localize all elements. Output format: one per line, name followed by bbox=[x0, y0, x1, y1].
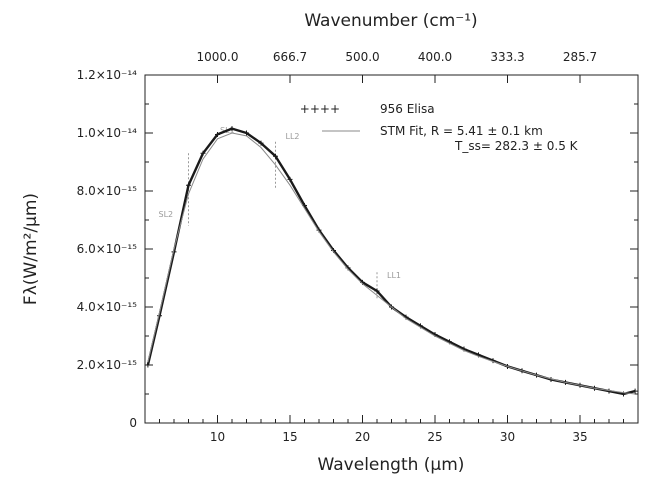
legend: ++++ 956 Elisa STM Fit, R = 5.41 ± 0.1 k… bbox=[300, 102, 579, 153]
y-tick-label: 6.0×10⁻¹⁵ bbox=[77, 242, 138, 256]
y-tick-label: 1.2×10⁻¹⁴ bbox=[77, 68, 138, 82]
y-tick-label: 0 bbox=[129, 416, 137, 430]
y-tick-label: 4.0×10⁻¹⁵ bbox=[77, 300, 138, 314]
data-point bbox=[186, 182, 191, 188]
legend-symbol-data: ++++ bbox=[300, 102, 340, 116]
top-tick-label: 666.7 bbox=[273, 50, 307, 64]
top-tick-label: 400.0 bbox=[418, 50, 452, 64]
data-point bbox=[200, 150, 206, 156]
top-axis-title: Wavenumber (cm⁻¹) bbox=[304, 11, 477, 31]
data-point bbox=[258, 140, 264, 146]
data-point bbox=[215, 131, 220, 137]
data-series bbox=[145, 126, 638, 397]
y-axis-title: Fλ(W/m²/μm) bbox=[21, 193, 41, 305]
top-tick-label: 500.0 bbox=[345, 50, 379, 64]
x-tick-label: 20 bbox=[355, 430, 370, 444]
axis-ticks: 10 15 20 25 30 35 1000.0 666.7 500.0 400.0 333.3 28… bbox=[77, 50, 638, 444]
series-fit-line bbox=[147, 132, 636, 395]
data-point bbox=[273, 153, 278, 159]
order-label: SL2 bbox=[159, 210, 174, 219]
order-label: LL2 bbox=[286, 132, 300, 141]
order-label: LL1 bbox=[387, 271, 401, 280]
x-tick-label: 30 bbox=[500, 430, 515, 444]
data-point bbox=[145, 362, 151, 368]
y-tick-label: 1.0×10⁻¹⁴ bbox=[77, 126, 138, 140]
legend-temperature-note: T_ss= 282.3 ± 0.5 K bbox=[454, 139, 579, 153]
top-tick-label: 333.3 bbox=[490, 50, 524, 64]
x-tick-label: 35 bbox=[572, 430, 587, 444]
x-tick-label: 10 bbox=[210, 430, 225, 444]
top-tick-label: 1000.0 bbox=[197, 50, 239, 64]
legend-label-data: 956 Elisa bbox=[380, 102, 435, 116]
data-point bbox=[287, 176, 293, 182]
x-axis-title: Wavelength (μm) bbox=[318, 455, 465, 475]
y-tick-label: 2.0×10⁻¹⁵ bbox=[77, 358, 138, 372]
x-tick-label: 15 bbox=[282, 430, 297, 444]
data-point bbox=[374, 288, 380, 294]
data-point bbox=[244, 130, 249, 136]
y-tick-label: 8.0×10⁻¹⁵ bbox=[77, 184, 138, 198]
legend-label-fit: STM Fit, R = 5.41 ± 0.1 km bbox=[380, 124, 543, 138]
x-tick-label: 25 bbox=[427, 430, 442, 444]
top-tick-label: 285.7 bbox=[563, 50, 597, 64]
data-point bbox=[632, 388, 638, 394]
data-point bbox=[229, 126, 235, 132]
series-data-line bbox=[146, 127, 636, 396]
